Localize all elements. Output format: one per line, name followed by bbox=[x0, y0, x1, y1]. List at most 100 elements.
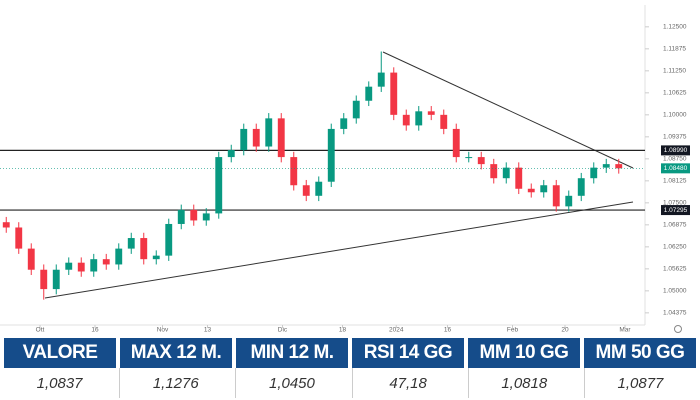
candle-body bbox=[352, 100, 360, 119]
x-tick-label: Mar bbox=[619, 327, 631, 334]
y-tick-label: 1.10625 bbox=[663, 90, 687, 97]
settings-icon[interactable] bbox=[674, 325, 682, 333]
x-tick-label: Nov bbox=[157, 327, 169, 334]
y-tick-label: 1.08750 bbox=[663, 156, 687, 163]
value-cell: 1,0450 bbox=[235, 368, 347, 398]
candle-body bbox=[40, 269, 48, 290]
value-row: 1,0837 1,1276 1,0450 47,18 1,0818 1,0877 bbox=[4, 368, 696, 398]
level-label: 1.08990 bbox=[664, 147, 688, 154]
candle-body bbox=[340, 118, 348, 129]
candle-body bbox=[215, 157, 223, 214]
candle-body bbox=[15, 227, 23, 249]
candle-body bbox=[290, 157, 298, 186]
candle-body bbox=[602, 164, 610, 168]
value-cell: 1,0818 bbox=[467, 368, 580, 398]
candle-body bbox=[515, 167, 523, 189]
x-tick-label: 2024 bbox=[389, 327, 404, 334]
candle-body bbox=[402, 114, 410, 126]
candle-body bbox=[302, 185, 310, 196]
candle-body bbox=[452, 128, 460, 158]
candle-body bbox=[127, 238, 135, 249]
candle-body bbox=[115, 248, 123, 265]
y-tick-label: 1.04375 bbox=[663, 310, 687, 317]
y-tick-label: 1.08125 bbox=[663, 178, 687, 185]
candle-body bbox=[90, 259, 98, 272]
x-tick-label: Ott bbox=[36, 327, 45, 334]
candle-body bbox=[527, 188, 535, 193]
candle-body bbox=[265, 118, 273, 147]
candle-body bbox=[615, 164, 623, 169]
level-label: 1.07295 bbox=[664, 207, 688, 214]
candle-body bbox=[465, 157, 473, 159]
last-price-label: 1.08480 bbox=[664, 165, 688, 172]
candle-body bbox=[377, 72, 385, 87]
candle-body bbox=[577, 178, 585, 196]
candle-body bbox=[490, 164, 498, 179]
value-cell: 47,18 bbox=[351, 368, 464, 398]
y-tick-label: 1.11250 bbox=[663, 68, 686, 75]
candle-body bbox=[552, 185, 560, 207]
x-tick-label: 18 bbox=[339, 327, 347, 334]
candle-body bbox=[315, 181, 323, 196]
x-tick-label: 20 bbox=[561, 327, 569, 334]
candle-body bbox=[190, 209, 198, 221]
value-cell: 1,1276 bbox=[119, 368, 231, 398]
candle-body bbox=[240, 128, 248, 151]
level-label-box bbox=[661, 205, 690, 216]
candle-body bbox=[177, 209, 185, 224]
candle-body bbox=[2, 222, 10, 228]
resistance-trendline bbox=[382, 51, 634, 169]
chart: 1.04375 1.05000 1.05625 1.06250 1.06875 1.075… bbox=[0, 5, 690, 334]
value-cell: 1,0877 bbox=[583, 368, 696, 398]
value-cell: 1,0837 bbox=[36, 374, 83, 392]
x-tick-label: 16 bbox=[91, 327, 99, 334]
candle-body bbox=[165, 223, 173, 256]
candle-body bbox=[152, 255, 160, 260]
header-cell: RSI 14 GG bbox=[352, 338, 464, 368]
candle-body bbox=[277, 118, 285, 158]
candle-body bbox=[540, 185, 548, 193]
x-tick-label: Feb bbox=[507, 327, 519, 334]
candle-body bbox=[65, 262, 73, 270]
last-price-box bbox=[661, 163, 690, 174]
candle-body bbox=[427, 111, 435, 115]
candle-body bbox=[52, 269, 60, 290]
header-row: VALORE MAX 12 M. MIN 12 M. RSI 14 GG MM 10 G… bbox=[4, 338, 696, 368]
header-cell: VALORE bbox=[4, 338, 116, 368]
stats-table: VALORE MAX 12 M. MIN 12 M. RSI 14 GG MM 10 G… bbox=[4, 338, 696, 398]
y-tick-label: 1.06250 bbox=[663, 244, 687, 251]
candle-body bbox=[77, 262, 85, 272]
candle-body bbox=[502, 167, 510, 179]
candle-body bbox=[415, 111, 423, 126]
candle-body bbox=[365, 86, 373, 101]
candle-body bbox=[565, 195, 573, 207]
candle-body bbox=[590, 167, 598, 179]
candle-body bbox=[327, 128, 335, 182]
y-tick-label: 1.05000 bbox=[663, 288, 687, 295]
header-cell: MM 10 GG bbox=[468, 338, 580, 368]
candle-body bbox=[440, 114, 448, 129]
candle-body bbox=[252, 128, 260, 147]
candle-body bbox=[202, 213, 210, 221]
header-cell: MAX 12 M. bbox=[120, 338, 232, 368]
header-cell: MIN 12 M. bbox=[236, 338, 348, 368]
candle-body bbox=[27, 248, 35, 270]
x-tick-label: 16 bbox=[444, 327, 452, 334]
y-tick-label: 1.07500 bbox=[663, 200, 687, 207]
x-tick-label: Dic bbox=[278, 327, 288, 334]
y-tick-label: 1.05625 bbox=[663, 266, 687, 273]
y-tick-label: 1.11875 bbox=[663, 46, 686, 53]
header-cell: MM 50 GG bbox=[584, 338, 696, 368]
x-tick-label: 13 bbox=[204, 327, 212, 334]
candle-body bbox=[102, 259, 110, 265]
y-tick-label: 1.10000 bbox=[663, 112, 687, 119]
candle-body bbox=[390, 72, 398, 115]
y-tick-label: 1.12500 bbox=[663, 24, 687, 31]
candle-body bbox=[140, 238, 148, 260]
candle-body bbox=[227, 150, 235, 158]
candle-body bbox=[477, 157, 485, 165]
support-trendline bbox=[44, 201, 634, 299]
y-tick-label: 1.06875 bbox=[663, 222, 687, 229]
y-tick-label: 1.09375 bbox=[663, 134, 687, 141]
